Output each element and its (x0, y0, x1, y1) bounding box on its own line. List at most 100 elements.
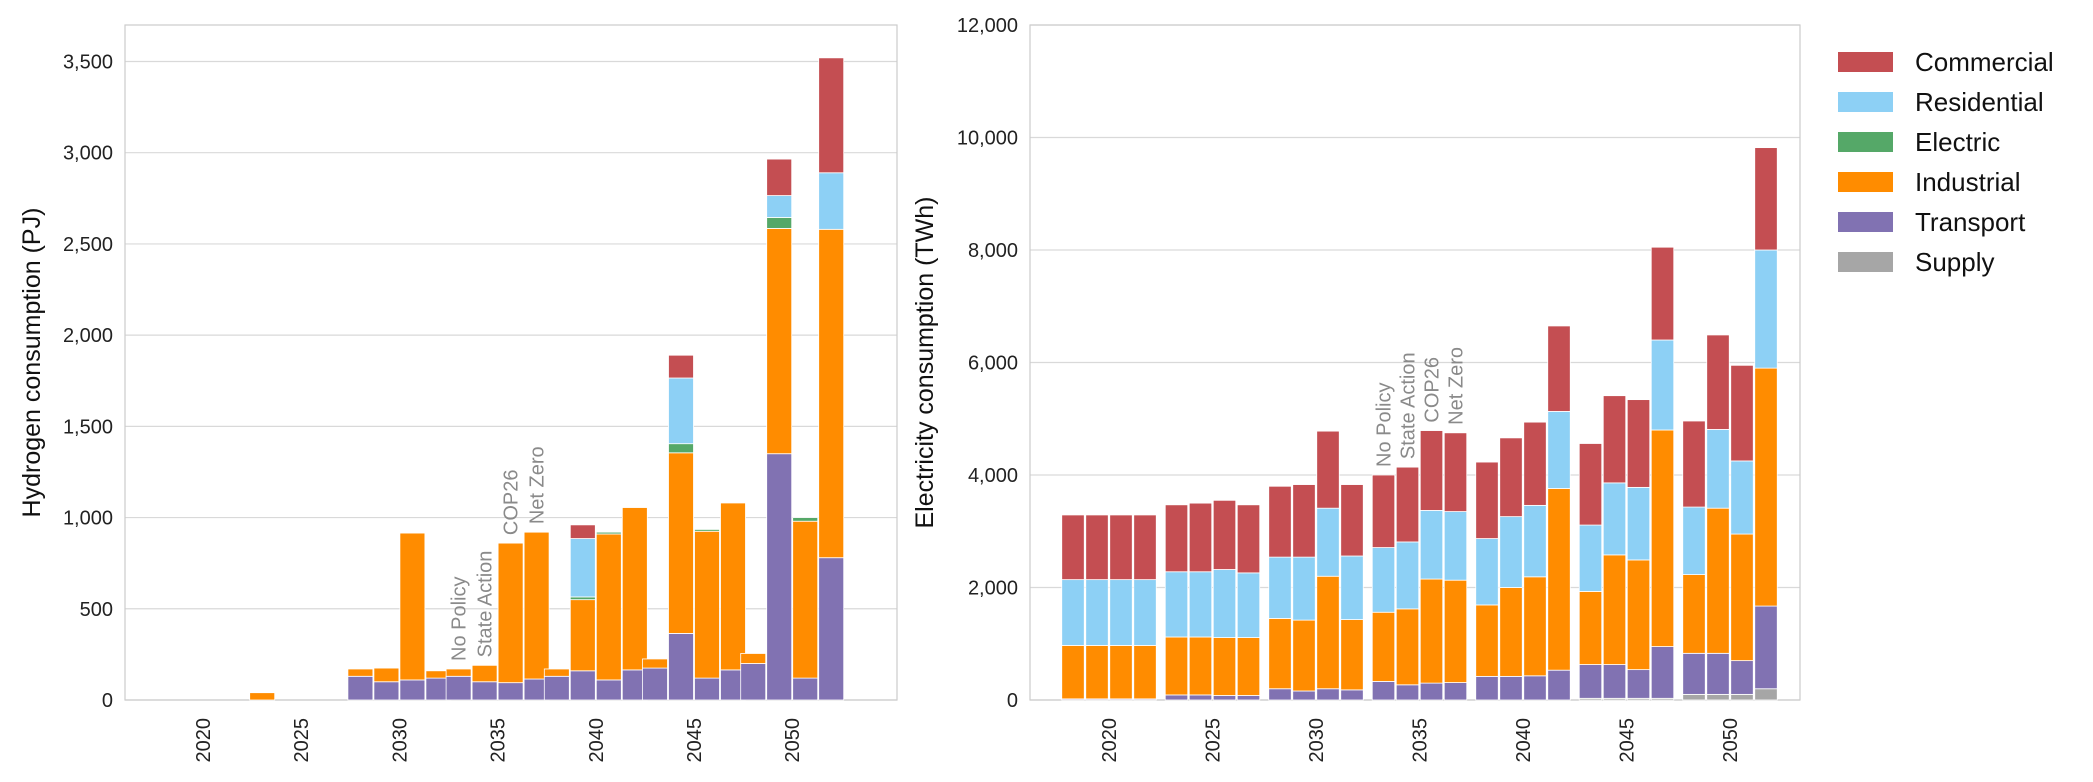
bar-segment-transport (1164, 694, 1189, 701)
bar-segment-transport (766, 453, 793, 701)
bar-segment-transport (1602, 664, 1627, 699)
y-tick-label: 0 (1007, 690, 1018, 712)
bar-segment-transport (1212, 695, 1237, 701)
scenario-annotation: State Action (1398, 352, 1420, 459)
x-tick-label: 2030 (1306, 718, 1328, 763)
bar-segment-residential (1475, 538, 1499, 606)
bar-segment-transport (1578, 664, 1603, 699)
bar-segment-industrial (720, 502, 746, 671)
bar-segment-transport (347, 675, 374, 701)
bar-segment-commercial (1730, 364, 1754, 462)
bar-segment-transport (1475, 675, 1499, 701)
bar-segment-commercial (1085, 514, 1109, 581)
y-tick-label: 10,000 (957, 128, 1018, 150)
bar-segment-industrial (1340, 619, 1364, 691)
bar-segment-industrial (792, 520, 819, 679)
bar-segment-residential (1754, 249, 1778, 369)
bar-segment-industrial (1316, 575, 1340, 690)
bar-segment-industrial (642, 658, 668, 669)
bar-segment-residential (1085, 579, 1109, 646)
bar-segment-commercial (1626, 399, 1651, 488)
x-tick-label: 2050 (1720, 718, 1742, 763)
bar-segment-transport (1547, 669, 1571, 701)
bar-segment-commercial (1236, 504, 1261, 574)
bar-segment-industrial (1212, 637, 1237, 696)
bar-segment-transport (1419, 682, 1444, 701)
x-tick-label: 2020 (193, 718, 215, 763)
bar-segment-residential (1371, 547, 1396, 613)
bar-segment-residential (1682, 506, 1706, 575)
bar-segment-supply (1754, 688, 1778, 701)
bar-segment-residential (1109, 579, 1133, 646)
bar-segment-commercial (1109, 514, 1133, 581)
bar-segment-residential (1523, 504, 1547, 578)
legend-label-commercial: Commercial (1915, 47, 2054, 77)
bar-segment-transport (668, 633, 694, 701)
y-tick-label: 3,500 (63, 51, 113, 73)
bar-segment-commercial (1523, 421, 1547, 506)
bar-segment-industrial (399, 532, 426, 681)
y-tick-label: 500 (80, 599, 113, 621)
bar-segment-commercial (1316, 430, 1340, 509)
bar-segment-residential (569, 538, 596, 598)
bar-segment-residential (1316, 507, 1340, 577)
scenario-annotation: COP26 (1422, 357, 1444, 423)
bar-segment-transport (471, 681, 498, 701)
x-tick-label: 2050 (782, 718, 804, 763)
bar-segment-transport (1754, 605, 1778, 690)
bar-segment-electric (569, 596, 596, 601)
y-tick-label: 1,500 (63, 416, 113, 438)
y-tick-label: 4,000 (968, 465, 1018, 487)
bar-segment-electric (792, 517, 819, 522)
legend: Commercial Residential Electric Industrial T… (1838, 47, 2054, 277)
y-tick-label: 2,000 (968, 578, 1018, 600)
legend-label-residential: Residential (1915, 87, 2044, 117)
y-tick-label: 12,000 (957, 15, 1018, 37)
bar-segment-commercial (1371, 474, 1396, 548)
bar-segment-commercial (569, 524, 596, 539)
bar-segment-residential (766, 195, 793, 218)
x-tick-label: 2035 (488, 718, 510, 763)
legend-label-industrial: Industrial (1915, 167, 2021, 197)
scenario-annotation: Net Zero (527, 446, 549, 524)
bar-segment-transport (1650, 646, 1675, 699)
x-tick-label: 2040 (1513, 718, 1535, 763)
legend-swatch-supply (1838, 252, 1893, 272)
bar-segment-industrial (1419, 578, 1444, 684)
bar-segment-industrial (1236, 637, 1261, 696)
bar-segment-supply (1682, 693, 1706, 701)
legend-swatch-residential (1838, 92, 1893, 112)
bar-segment-commercial (1443, 432, 1468, 512)
bar-segment-electric (595, 531, 622, 535)
chart-1: 0 500 1,000 1,500 2,000 2,500 3,000 3,500 Hydrog… (18, 24, 898, 763)
bar-segment-industrial (1164, 636, 1189, 696)
bar-segment-industrial (694, 530, 720, 679)
bar-segment-industrial (1371, 611, 1396, 682)
bar-segment-residential (1443, 511, 1468, 581)
x-tick-label: 2040 (586, 718, 608, 763)
bar-segment-supply (1706, 693, 1730, 701)
bar-segment-industrial (1499, 587, 1523, 677)
bar-segment-transport (694, 677, 720, 701)
bar-segment-commercial (1475, 461, 1499, 539)
bar-segment-industrial (1443, 579, 1468, 683)
y-tick-label: 2,500 (63, 234, 113, 256)
bar-segment-electric (766, 217, 793, 229)
bar-segment-transport (1395, 684, 1420, 701)
bar-segment-commercial (1682, 420, 1706, 508)
legend-swatch-electric (1838, 132, 1893, 152)
bar-segment-industrial (569, 599, 596, 672)
bar-segment-industrial (1109, 645, 1133, 700)
bar-segment-commercial (1602, 395, 1627, 484)
bar-segment-industrial (1547, 488, 1571, 671)
bar-segment-commercial (1133, 514, 1157, 581)
bar-segment-industrial (740, 653, 767, 664)
bar-segment-commercial (1578, 443, 1603, 526)
scenario-annotation: No Policy (1374, 383, 1396, 467)
bar-segment-residential (1268, 556, 1292, 619)
scenario-annotation: No Policy (449, 577, 471, 661)
bar-segment-industrial (523, 531, 550, 680)
scenario-annotation: Net Zero (1446, 347, 1468, 425)
